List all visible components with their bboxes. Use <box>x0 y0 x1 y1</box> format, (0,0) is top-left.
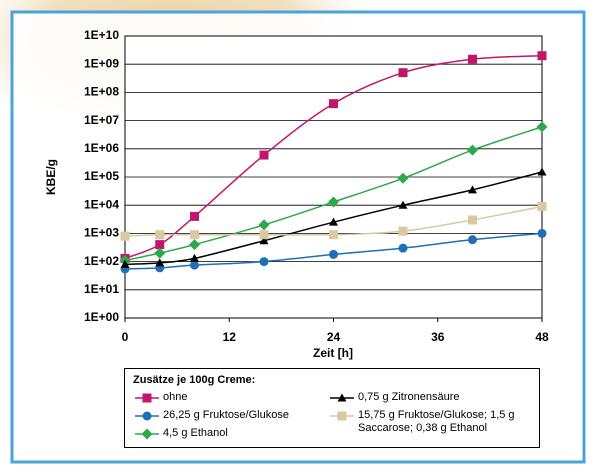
legend-swatch <box>330 410 354 422</box>
legend: Zusätze je 100g Creme: ohne 26,25 g Frukt… <box>124 368 540 448</box>
y-tick-label: 1E+05 <box>84 169 119 183</box>
y-tick-label: 1E+02 <box>84 254 119 268</box>
marker <box>190 212 199 221</box>
y-tick-label: 1E+08 <box>84 85 119 99</box>
y-tick-label: 1E+01 <box>84 282 119 296</box>
marker <box>399 68 408 77</box>
x-tick-label: 12 <box>223 330 237 344</box>
legend-swatch <box>135 428 159 440</box>
x-axis-label: Zeit [h] <box>313 346 353 360</box>
marker <box>260 257 269 266</box>
marker <box>260 151 269 160</box>
marker <box>190 230 199 239</box>
x-tick-label: 24 <box>327 330 341 344</box>
marker <box>143 412 152 421</box>
marker <box>468 55 477 64</box>
marker <box>538 202 547 211</box>
legend-item: 4,5 g Ethanol <box>135 427 363 440</box>
marker <box>190 261 199 270</box>
marker <box>399 244 408 253</box>
marker <box>329 250 338 259</box>
y-tick-label: 1E+06 <box>84 141 119 155</box>
marker <box>155 230 164 239</box>
marker <box>399 227 408 236</box>
legend-item: 15,75 g Fruktose/Glukose; 1,5 g Saccaros… <box>330 409 558 435</box>
legend-swatch <box>330 392 354 404</box>
y-tick-label: 1E+09 <box>84 56 119 70</box>
y-tick-label: 1E+07 <box>84 113 119 127</box>
legend-item: 0,75 g Zitronensäure <box>330 391 558 404</box>
marker <box>143 394 152 403</box>
y-tick-label: 1E+04 <box>84 197 119 211</box>
marker <box>538 229 547 238</box>
x-tick-label: 48 <box>535 330 549 344</box>
marker <box>468 215 477 224</box>
legend-item: ohne <box>135 391 363 404</box>
marker <box>329 99 338 108</box>
legend-title: Zusätze je 100g Creme: <box>133 374 255 386</box>
legend-label: 0,75 g Zitronensäure <box>358 391 558 404</box>
y-tick-label: 1E+10 <box>84 28 119 42</box>
y-tick-label: 1E+03 <box>84 226 119 240</box>
marker <box>142 429 153 440</box>
marker <box>538 51 547 60</box>
legend-swatch <box>135 392 159 404</box>
x-tick-label: 36 <box>431 330 445 344</box>
x-tick-label: 0 <box>122 330 129 344</box>
legend-item: 26,25 g Fruktose/Glukose <box>135 409 363 422</box>
marker <box>121 232 130 241</box>
y-tick-label: 1E+00 <box>84 310 119 324</box>
marker <box>338 412 347 421</box>
legend-label: 15,75 g Fruktose/Glukose; 1,5 g Saccaros… <box>358 409 558 435</box>
y-axis-label: KBE/g <box>44 159 58 195</box>
page: {"chart_data": {"type": "line", "y_label… <box>0 0 597 473</box>
marker <box>260 230 269 239</box>
legend-swatch <box>135 410 159 422</box>
marker <box>468 235 477 244</box>
marker <box>329 230 338 239</box>
